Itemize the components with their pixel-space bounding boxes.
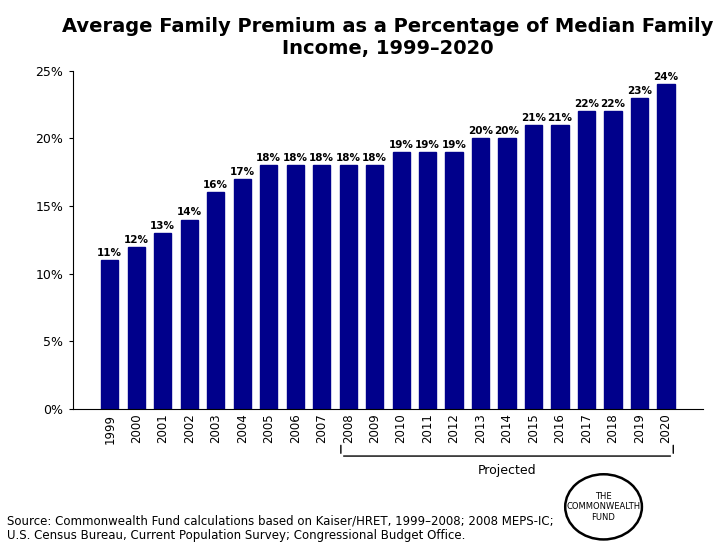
- Bar: [233, 179, 251, 409]
- Text: 21%: 21%: [521, 113, 546, 123]
- Text: 20%: 20%: [494, 126, 520, 136]
- Bar: [392, 152, 410, 409]
- Bar: [207, 192, 224, 409]
- Bar: [605, 111, 621, 409]
- Text: 18%: 18%: [256, 154, 281, 164]
- Bar: [154, 233, 171, 409]
- Text: Projected: Projected: [478, 464, 536, 477]
- Text: 19%: 19%: [442, 140, 466, 150]
- Bar: [260, 166, 277, 409]
- Bar: [472, 138, 489, 409]
- Text: 20%: 20%: [468, 126, 493, 136]
- Text: 18%: 18%: [283, 154, 307, 164]
- Text: THE
COMMONWEALTH
FUND: THE COMMONWEALTH FUND: [566, 492, 641, 522]
- Text: 22%: 22%: [600, 99, 626, 110]
- Text: 24%: 24%: [653, 72, 679, 82]
- Bar: [366, 166, 384, 409]
- Text: 11%: 11%: [97, 248, 123, 258]
- Bar: [445, 152, 463, 409]
- Text: 17%: 17%: [230, 167, 254, 177]
- Text: 21%: 21%: [547, 113, 573, 123]
- Text: 23%: 23%: [627, 86, 652, 96]
- Bar: [286, 166, 304, 409]
- Text: 16%: 16%: [203, 180, 228, 190]
- Bar: [552, 125, 568, 409]
- Bar: [313, 166, 331, 409]
- Text: 18%: 18%: [362, 154, 387, 164]
- Bar: [631, 98, 648, 409]
- Bar: [499, 138, 515, 409]
- Text: 18%: 18%: [309, 154, 334, 164]
- Title: Average Family Premium as a Percentage of Median Family
Income, 1999–2020: Average Family Premium as a Percentage o…: [62, 17, 713, 58]
- Text: 19%: 19%: [415, 140, 440, 150]
- Text: 13%: 13%: [150, 221, 175, 231]
- Bar: [658, 84, 674, 409]
- Bar: [525, 125, 542, 409]
- Text: 19%: 19%: [389, 140, 413, 150]
- Bar: [419, 152, 436, 409]
- Bar: [181, 220, 198, 409]
- Text: 12%: 12%: [124, 234, 149, 245]
- Bar: [578, 111, 595, 409]
- Bar: [339, 166, 357, 409]
- Text: 18%: 18%: [336, 154, 360, 164]
- Bar: [102, 260, 118, 409]
- Bar: [128, 246, 145, 409]
- Text: 14%: 14%: [177, 208, 202, 217]
- Text: Source: Commonwealth Fund calculations based on Kaiser/HRET, 1999–2008; 2008 MEP: Source: Commonwealth Fund calculations b…: [7, 514, 554, 542]
- Text: 22%: 22%: [574, 99, 599, 110]
